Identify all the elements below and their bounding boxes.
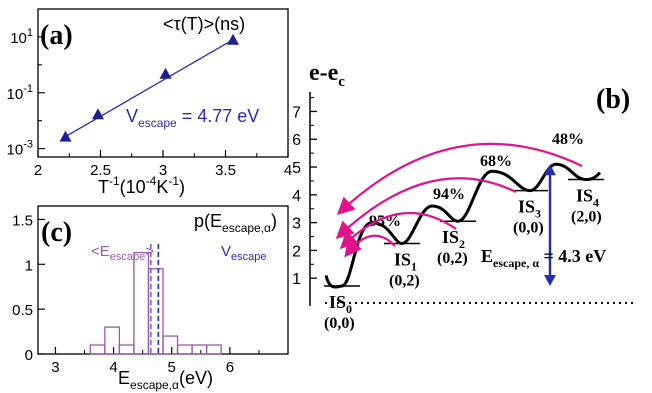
- panel-c-mean-escape-label: <Eescape>: [91, 243, 154, 263]
- histogram-bar: [118, 344, 135, 355]
- y-tick-label: 4: [292, 188, 301, 205]
- y-tick-label: 10-3: [7, 139, 33, 159]
- transition-arrow: [339, 211, 457, 250]
- histogram-bar: [191, 344, 208, 355]
- y-tick-label: 3: [292, 216, 301, 233]
- y-tick-label: 5: [292, 160, 301, 177]
- histogram-bar: [147, 268, 164, 355]
- state-name-label: IS4: [576, 186, 599, 210]
- y-tick-label: 1: [292, 271, 301, 288]
- data-point-triangle: [59, 130, 72, 142]
- panel-a-fit-annotation: Vescape = 4.77 eV: [126, 106, 259, 130]
- x-tick-label: 6: [226, 359, 234, 376]
- state-coords-label: (0,2): [389, 272, 420, 289]
- panel-a-x-ticks: 2 2.5 3 3.5 4: [34, 150, 292, 179]
- data-point-triangle: [92, 108, 104, 120]
- y-tick-label: 7: [292, 104, 301, 121]
- panel-a: (a) <τ(T)>(ns) 2 2.5 3 3.5 4 101 10-1 10-3 Ves…: [7, 8, 292, 197]
- panel-b-y-axis-label: e-ec: [309, 60, 345, 90]
- panel-b-label: (b): [596, 84, 630, 115]
- transition-percent-label: 68%: [480, 153, 512, 170]
- panel-b-y-ticks: 1 2 3 4 5 6 7: [292, 97, 317, 288]
- state-name-label: IS1: [394, 249, 417, 273]
- x-tick-label: 4: [109, 359, 117, 376]
- transition-percent-label: 94%: [433, 186, 465, 203]
- state-coords-label: (0,2): [437, 250, 468, 267]
- histogram-bar: [205, 344, 222, 355]
- x-tick-label: 5: [168, 359, 176, 376]
- panel-c-label: (c): [41, 217, 72, 248]
- x-tick-label: 2.5: [90, 162, 111, 179]
- panel-c-x-ticks: 3 4 5 6: [51, 347, 260, 376]
- y-tick-label: 6: [292, 132, 301, 149]
- barrier-arrow-head-bottom: [544, 274, 556, 286]
- transition-percent-label: 48%: [552, 131, 584, 148]
- barrier-arrow-head-top: [544, 164, 556, 176]
- x-tick-label: 4: [284, 162, 292, 179]
- histogram-bar: [104, 326, 121, 355]
- transition-arrow: [336, 142, 583, 215]
- panel-c-x-axis-label: Eescape,α(eV): [118, 368, 213, 392]
- state-name-label: IS0: [329, 292, 352, 316]
- x-tick-label: 2: [34, 162, 42, 179]
- panel-a-data: [59, 33, 239, 142]
- x-tick-label: 3: [51, 359, 59, 376]
- state-coords-label: (0,0): [513, 220, 544, 237]
- state-coords-label: (0,0): [324, 315, 355, 332]
- state-name-label: IS3: [518, 197, 541, 221]
- panel-b-states: IS0(0,0)IS1(0,2)IS2(0,2)IS3(0,0)IS4(2,0): [324, 178, 604, 332]
- panel-a-label: (a): [40, 20, 73, 51]
- transition-percent-label: 95%: [369, 213, 401, 230]
- x-tick-label: 3.5: [215, 162, 236, 179]
- y-tick-label: 10-1: [7, 83, 33, 103]
- x-tick-label: 3: [159, 162, 167, 179]
- panel-c-title: p(Eescape,α): [194, 211, 277, 235]
- data-point-triangle: [159, 67, 172, 79]
- histogram-bar: [133, 251, 150, 355]
- y-tick-label: 0.5: [12, 302, 33, 319]
- transition-arrow: [335, 177, 517, 240]
- histogram-bar: [89, 344, 106, 355]
- histogram-bar: [176, 344, 193, 355]
- y-tick-label: 2: [292, 243, 301, 260]
- fit-line: [65, 39, 234, 138]
- panel-c-reference-lines: [149, 244, 160, 354]
- panel-a-title: <τ(T)>(ns): [163, 14, 245, 34]
- panel-c-bars: [89, 251, 222, 355]
- panel-c-v-escape-label: Vescape: [221, 243, 267, 263]
- panel-c: (c) p(Eescape,α) 3 4 5 6 0 0.5 1 1.5 <Eescape>…: [12, 205, 289, 392]
- data-point-triangle: [227, 33, 239, 45]
- panel-b-transition-arrows: 95% 94% 68% 48%: [335, 131, 584, 258]
- panel-a-y-ticks: 101 10-1 10-3: [7, 27, 45, 159]
- panel-b-barrier-label: Eescape, α = 4.3 eV: [481, 246, 606, 270]
- histogram-bar: [162, 335, 179, 355]
- y-tick-label: 1.5: [12, 212, 33, 229]
- y-tick-label: 0: [25, 347, 33, 364]
- y-tick-label: 101: [10, 27, 33, 47]
- state-name-label: IS2: [442, 227, 465, 251]
- y-tick-label: 1: [25, 257, 33, 274]
- panel-a-x-axis-label: T-1(10-4K-1): [98, 174, 185, 197]
- panel-c-y-ticks: 0 0.5 1 1.5: [12, 212, 45, 364]
- panel-b-escape-barrier: [544, 164, 556, 286]
- state-coords-label: (2,0): [571, 209, 602, 226]
